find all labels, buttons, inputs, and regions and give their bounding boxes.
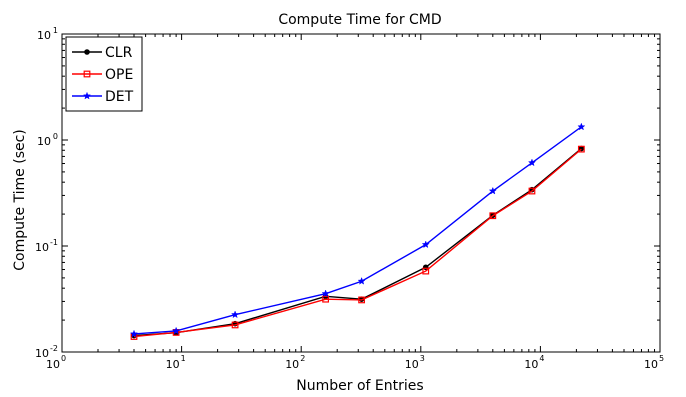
y-tick-label: 110 bbox=[37, 26, 58, 42]
series-ope bbox=[130, 145, 585, 340]
legend-label: DET bbox=[105, 89, 134, 105]
x-tick-label: 10 5 bbox=[644, 354, 664, 371]
svg-text:10: 10 bbox=[405, 358, 419, 371]
data-point bbox=[322, 295, 330, 303]
x-tick-label: 10 3 bbox=[405, 354, 425, 371]
data-point bbox=[577, 122, 586, 131]
svg-text:4: 4 bbox=[539, 354, 544, 363]
data-point bbox=[527, 158, 537, 167]
svg-text:10: 10 bbox=[37, 29, 51, 42]
x-tick-label: 10 1 bbox=[166, 354, 186, 371]
data-point bbox=[83, 70, 91, 78]
svg-text:3: 3 bbox=[420, 354, 425, 363]
data-point bbox=[528, 187, 536, 195]
data-point bbox=[129, 329, 139, 338]
data-point bbox=[231, 321, 239, 329]
svg-text:10: 10 bbox=[524, 358, 538, 371]
data-point bbox=[172, 326, 181, 335]
svg-text:0: 0 bbox=[61, 354, 66, 363]
svg-text:10: 10 bbox=[285, 358, 299, 371]
legend-label: CLR bbox=[105, 45, 133, 61]
data-point bbox=[82, 91, 92, 100]
svg-text:10: 10 bbox=[166, 358, 180, 371]
data-point bbox=[358, 296, 366, 304]
x-tick-label: 10 0 bbox=[46, 354, 66, 371]
svg-text:2: 2 bbox=[300, 354, 305, 363]
svg-text:10: 10 bbox=[35, 347, 49, 360]
svg-text:-1: -1 bbox=[50, 238, 58, 247]
legend: CLR OPE DET bbox=[65, 36, 143, 112]
y-tick-label: 010 bbox=[37, 132, 58, 148]
data-point bbox=[488, 186, 497, 195]
svg-text:1: 1 bbox=[181, 354, 186, 363]
data-point bbox=[357, 276, 366, 285]
x-tick-label: 10 4 bbox=[524, 354, 544, 371]
legend-item-det: DET bbox=[72, 89, 134, 105]
data-point bbox=[489, 212, 497, 220]
svg-text:0: 0 bbox=[53, 132, 58, 141]
data-point bbox=[422, 267, 430, 275]
svg-text:5: 5 bbox=[659, 354, 664, 363]
y-tick-label: -110 bbox=[35, 238, 58, 254]
legend-label: OPE bbox=[105, 67, 133, 83]
data-point bbox=[577, 145, 585, 153]
svg-text:1: 1 bbox=[53, 26, 58, 35]
legend-item-ope: OPE bbox=[72, 67, 133, 83]
svg-text:-2: -2 bbox=[50, 344, 58, 353]
x-tick-label: 10 2 bbox=[285, 354, 305, 371]
data-point bbox=[84, 49, 90, 55]
series-det bbox=[129, 122, 586, 338]
plot-area bbox=[61, 33, 661, 353]
data-point bbox=[230, 310, 240, 319]
data-point bbox=[321, 289, 330, 298]
svg-text:10: 10 bbox=[35, 241, 49, 254]
y-tick-label: -210 bbox=[35, 344, 58, 360]
svg-text:10: 10 bbox=[37, 135, 51, 148]
series-line bbox=[133, 148, 582, 338]
svg-text:10: 10 bbox=[46, 358, 60, 371]
data-point bbox=[421, 240, 430, 249]
y-axis-label: Compute Time (sec) bbox=[12, 129, 28, 271]
legend-item-clr: CLR bbox=[72, 45, 133, 61]
chart-title: Compute Time for CMD bbox=[278, 12, 441, 28]
svg-text:10: 10 bbox=[644, 358, 658, 371]
series-lines bbox=[129, 122, 586, 340]
x-axis-label: Number of Entries bbox=[296, 378, 423, 394]
